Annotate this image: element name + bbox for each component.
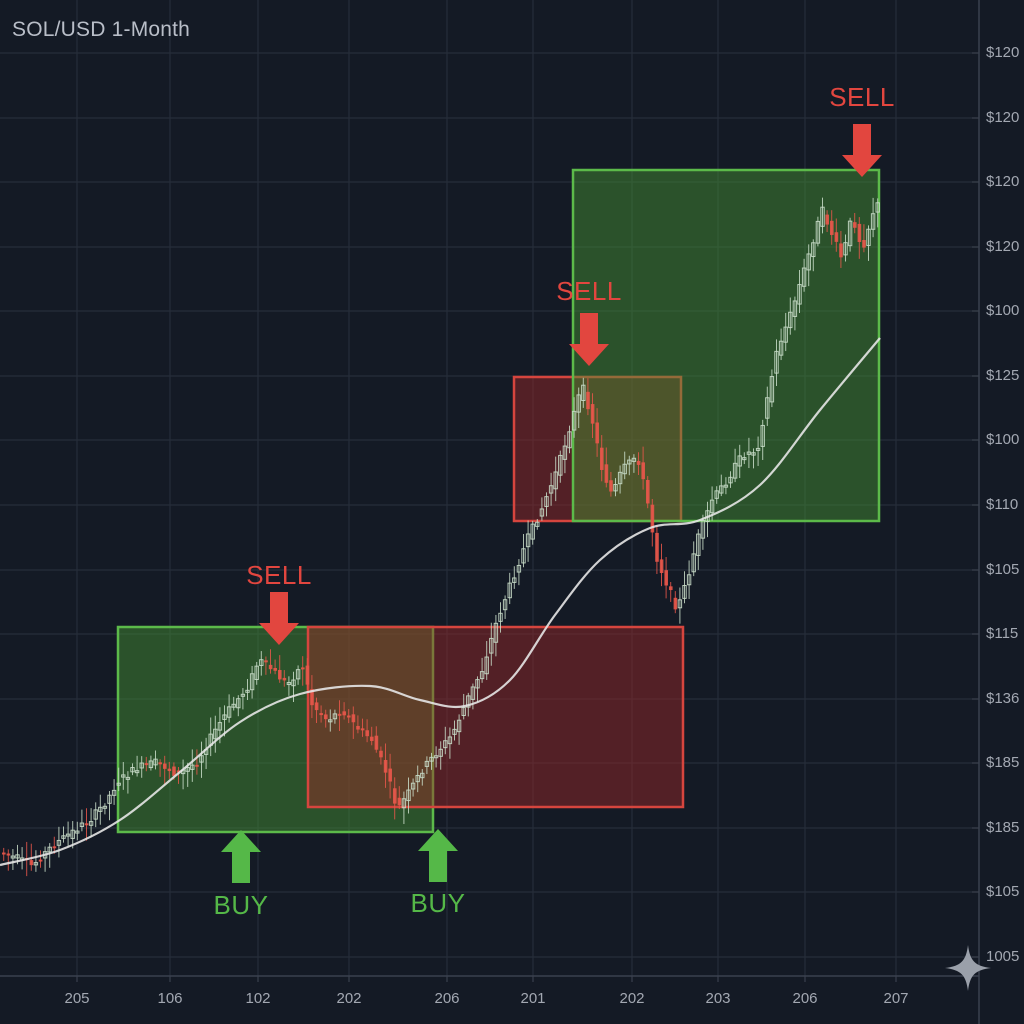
y-axis-label: 1005 bbox=[986, 948, 1020, 965]
sell-signal-label: SELL bbox=[556, 276, 622, 306]
buy-arrow-icon bbox=[418, 829, 458, 882]
y-axis-label: $120 bbox=[986, 44, 1020, 61]
x-axis-label: 202 bbox=[619, 990, 645, 1007]
x-axis-label: 201 bbox=[520, 990, 546, 1007]
y-axis-label: $115 bbox=[986, 625, 1019, 642]
y-axis-label: $120 bbox=[986, 238, 1020, 255]
x-axis-label: 206 bbox=[434, 990, 460, 1007]
sparkle-icon bbox=[945, 945, 991, 991]
x-axis-label: 202 bbox=[336, 990, 362, 1007]
y-axis-label: $120 bbox=[986, 109, 1020, 126]
signal-arrows bbox=[221, 124, 882, 883]
chart-title: SOL/USD 1-Month bbox=[12, 18, 191, 41]
buy-signal-label: BUY bbox=[213, 890, 269, 920]
y-axis-label: $100 bbox=[986, 431, 1020, 448]
sell-arrow-icon bbox=[569, 313, 609, 366]
sell-arrow-icon bbox=[259, 592, 299, 645]
buy-zone bbox=[571, 168, 881, 523]
x-axis-label: 205 bbox=[64, 990, 90, 1007]
y-axis-label: $120 bbox=[986, 173, 1020, 190]
buy-signal-label: BUY bbox=[410, 888, 466, 918]
y-axis-label: $110 bbox=[986, 496, 1019, 513]
moving-average-line bbox=[0, 337, 881, 867]
y-axis-label: $185 bbox=[986, 754, 1020, 771]
y-axis-label: $125 bbox=[986, 367, 1020, 384]
buy-arrow-icon bbox=[221, 830, 261, 883]
sell-signal-label: SELL bbox=[829, 82, 895, 112]
sell-signal-label: SELL bbox=[246, 560, 312, 590]
y-axis-label: $185 bbox=[986, 819, 1020, 836]
grid-lines bbox=[0, 0, 979, 982]
candlestick-series bbox=[2, 197, 880, 877]
y-axis-label: $136 bbox=[986, 690, 1020, 707]
y-axis-label: $105 bbox=[986, 883, 1020, 900]
y-axis-label: $100 bbox=[986, 302, 1020, 319]
x-axis-label: 102 bbox=[245, 990, 271, 1007]
sell-arrow-icon bbox=[842, 124, 882, 177]
y-axis-label: $105 bbox=[986, 561, 1020, 578]
x-axis-label: 206 bbox=[792, 990, 818, 1007]
x-axis-label: 207 bbox=[883, 990, 909, 1007]
sell-zone bbox=[306, 625, 685, 809]
x-axis-label: 106 bbox=[157, 990, 183, 1007]
x-axis-label: 203 bbox=[705, 990, 731, 1007]
